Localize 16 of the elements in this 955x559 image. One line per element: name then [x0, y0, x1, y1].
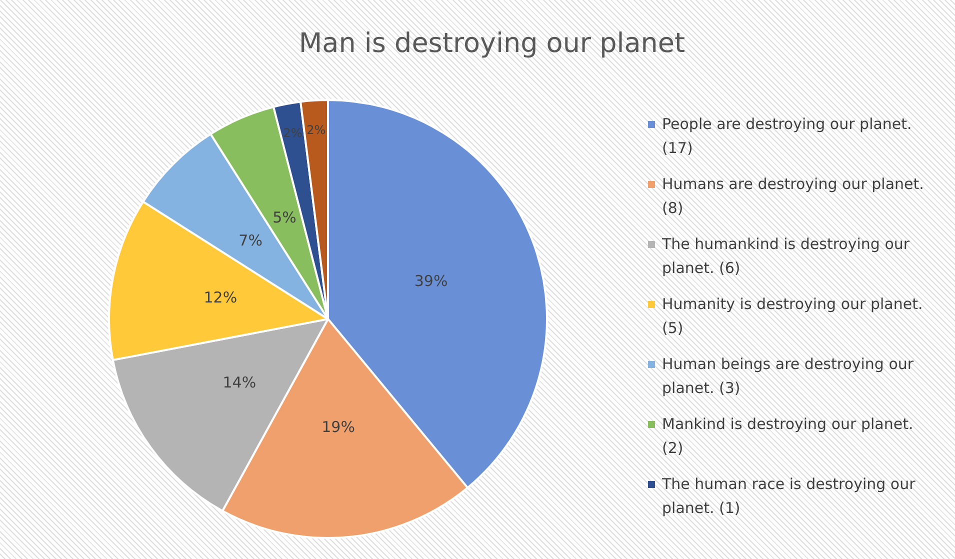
legend-label: Humanity is destroying our planet. (5): [662, 295, 923, 337]
legend-label: Humans are destroying our planet. (8): [662, 175, 924, 217]
chart-title: Man is destroying our planet: [298, 28, 686, 59]
data-label: 2%: [306, 123, 326, 138]
legend-label: Human beings are destroying our planet. (3): [662, 355, 914, 397]
data-label: 39%: [414, 272, 448, 290]
data-label: 19%: [322, 418, 355, 436]
legend-label: People are destroying our planet. (17): [662, 115, 912, 157]
legend-label: Mankind is destroying our planet. (2): [662, 415, 914, 457]
legend-label: The human race is destroying our planet. (1): [662, 475, 916, 517]
data-label: 12%: [204, 288, 238, 306]
data-label: 5%: [272, 208, 296, 226]
data-label: 14%: [222, 373, 256, 392]
legend-label: The humankind is destroying our planet. (6): [662, 235, 910, 277]
data-label: 2%: [283, 126, 302, 140]
data-label: 7%: [238, 231, 262, 250]
